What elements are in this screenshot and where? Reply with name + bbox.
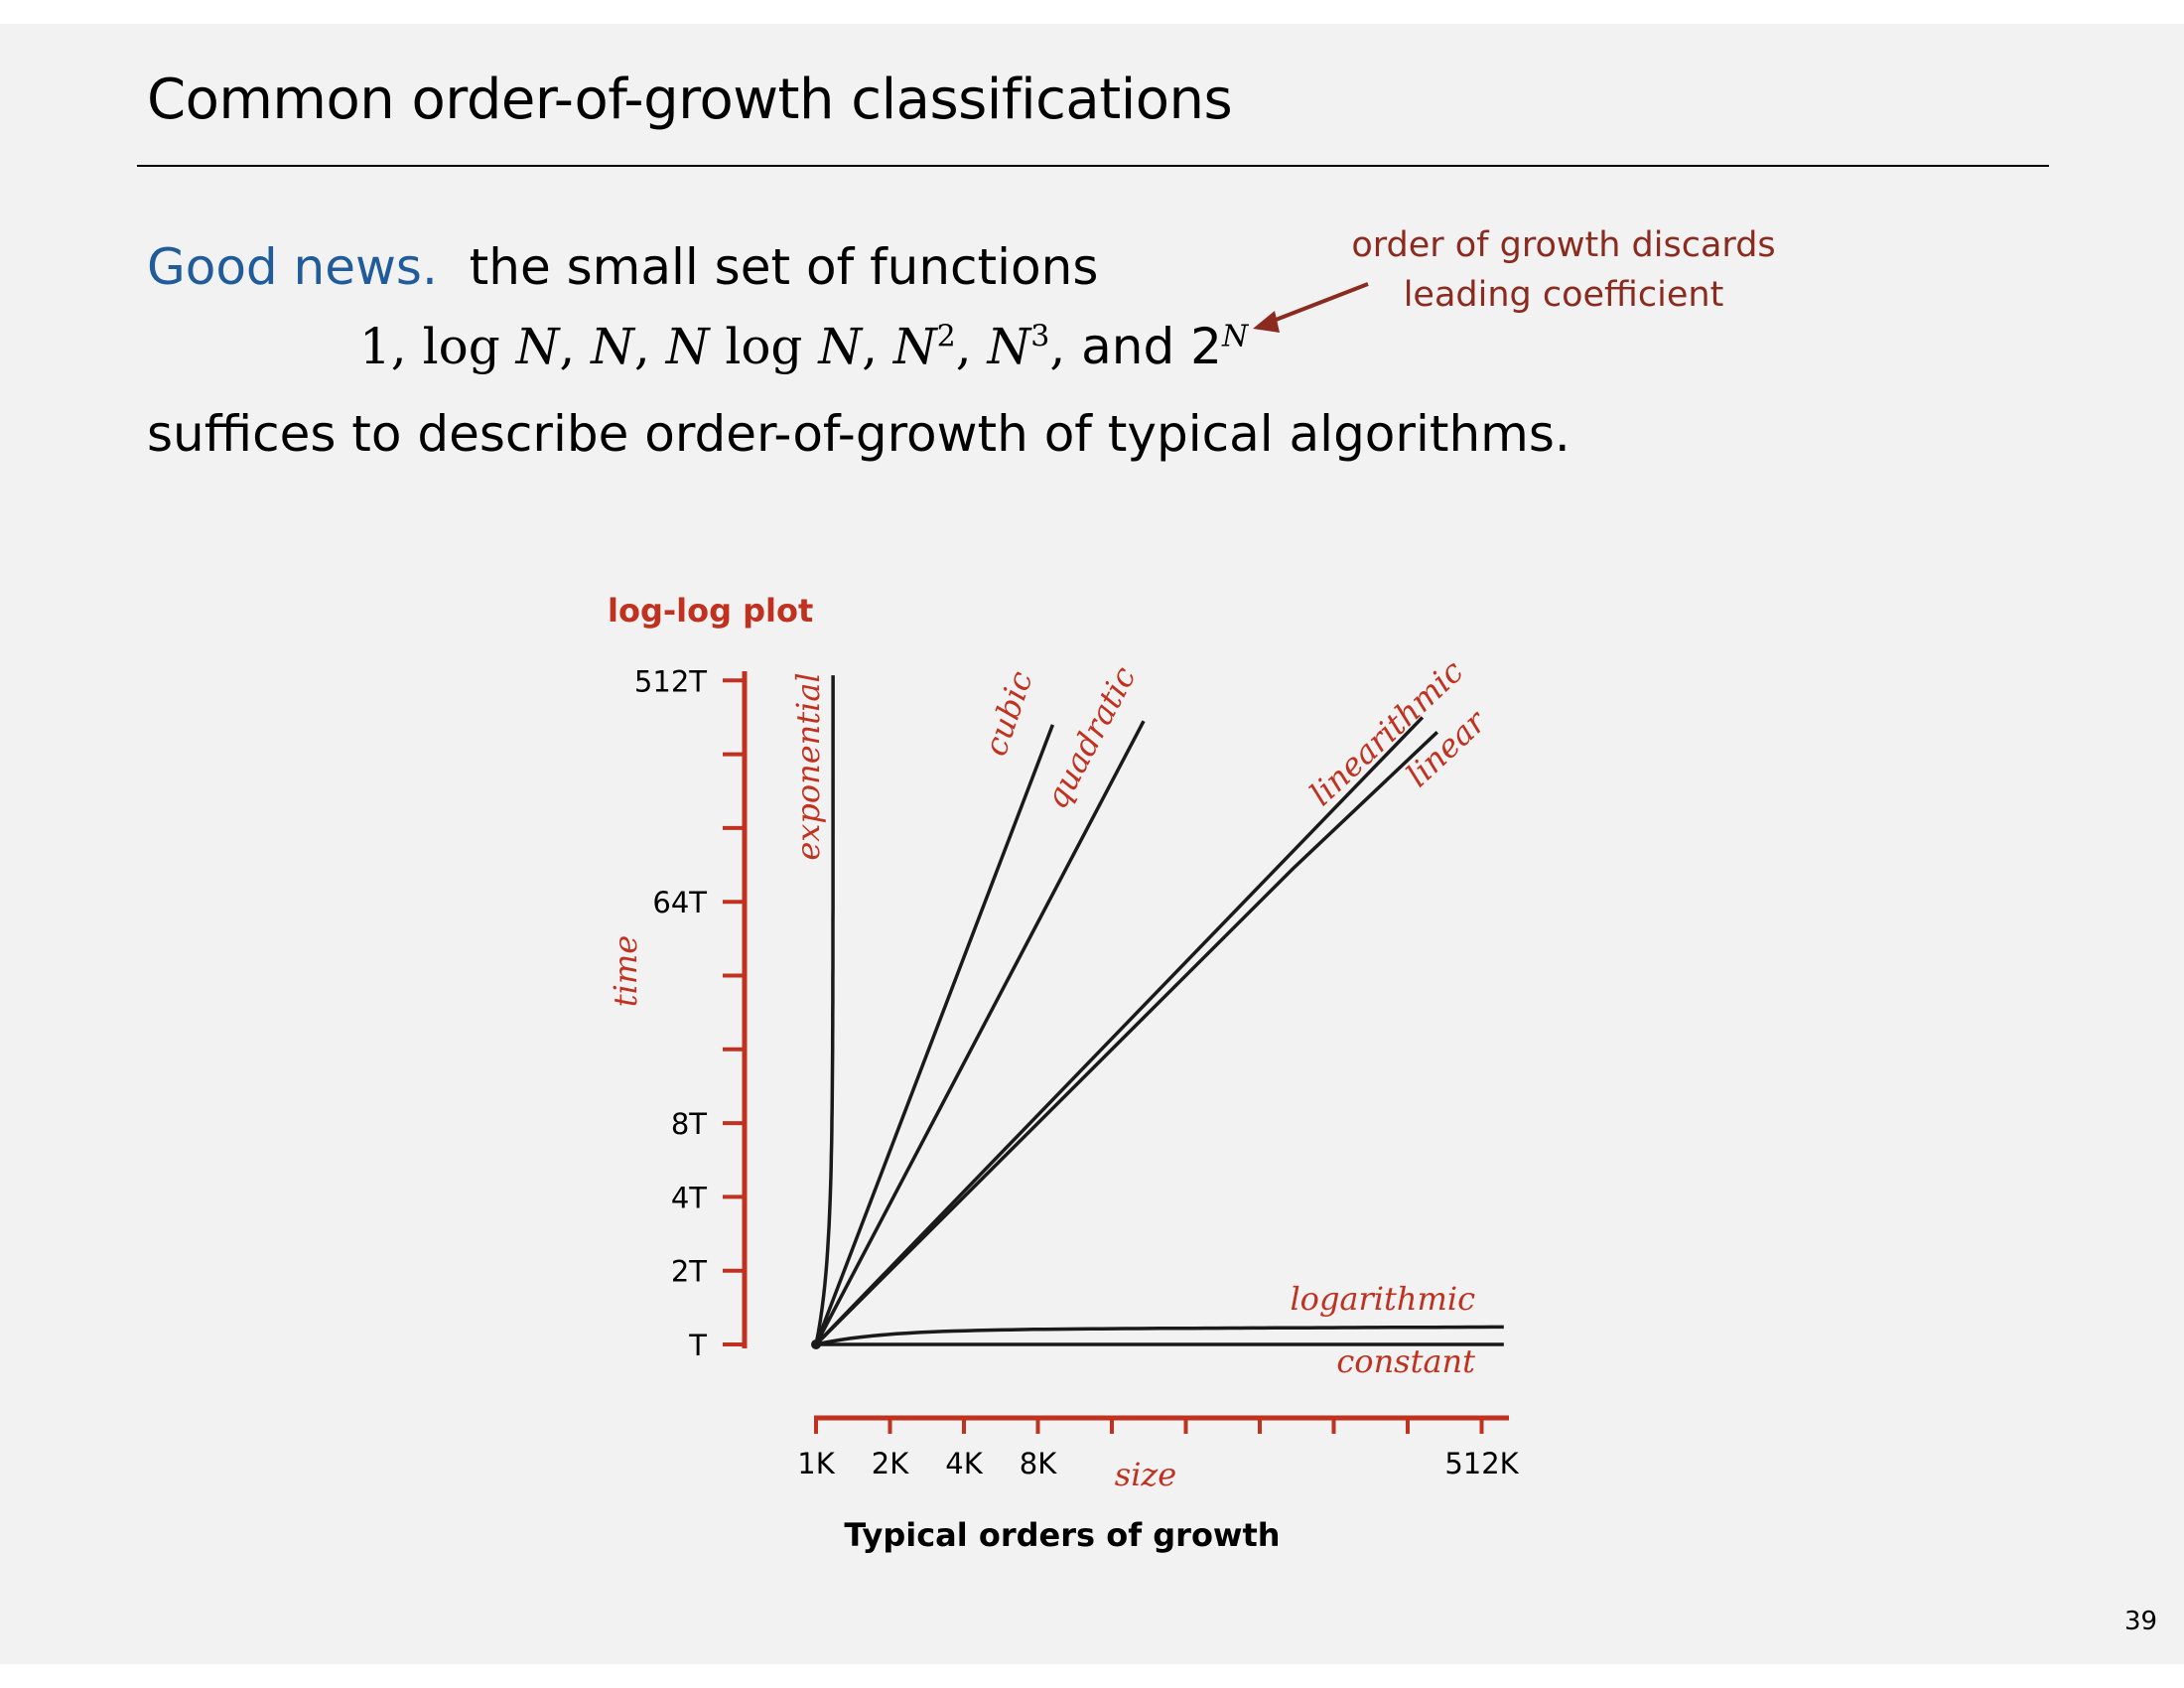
y-tick-label: 2T	[671, 1255, 707, 1289]
cubic-label: cubic	[976, 666, 1039, 761]
quadratic-label: quadratic	[1037, 660, 1144, 815]
arrow-shaft	[1270, 282, 1369, 324]
logarithmic-curve	[815, 1325, 1504, 1346]
linear-curve	[814, 731, 1439, 1346]
chart-caption: Typical orders of growth	[844, 1516, 1280, 1554]
good-news-text: the small set of functions	[469, 238, 1099, 296]
y-tick-label: 64T	[652, 886, 707, 919]
y-axis: T 2T 4T 8T 64T 512T	[634, 664, 748, 1362]
page-number: 39	[2124, 1607, 2158, 1636]
logarithmic-label: logarithmic	[1290, 1280, 1475, 1318]
x-tick-label: 512K	[1444, 1447, 1519, 1480]
x-tick-label: 4K	[945, 1447, 983, 1480]
note-line-1: order of growth discards	[1351, 225, 1776, 265]
functions-math: 1, log N, N, N log N, N2, N3,	[359, 318, 1066, 375]
functions-line: 1, log N, N, N log N, N2, N3, and 2N	[359, 318, 1248, 375]
constant-label: constant	[1336, 1342, 1475, 1380]
note-line-2: leading coefficient	[1403, 275, 1724, 315]
exponential-curve	[814, 675, 835, 1345]
y-tick-label: T	[688, 1329, 707, 1362]
y-axis-label: time	[607, 935, 644, 1007]
x-axis: 1K 2K 4K 8K 512K	[797, 1415, 1520, 1480]
x-tick-label: 8K	[1020, 1447, 1057, 1480]
x-tick-label: 2K	[872, 1447, 909, 1480]
x-axis-label: size	[1115, 1456, 1176, 1493]
quadratic-curve	[814, 720, 1146, 1345]
good-news-line: Good news. the small set of functions	[147, 238, 1098, 296]
x-tick-label: 1K	[797, 1447, 835, 1480]
suffices-line: suffices to describe order-of-growth of …	[147, 405, 1570, 463]
functions-and: and 2N	[1065, 318, 1249, 375]
y-tick-label: 4T	[671, 1181, 707, 1214]
slide-title: Common order-of-growth classifications	[147, 68, 1233, 132]
coefficient-note: order of growth discards leading coeffic…	[1315, 220, 1812, 320]
good-news-lead: Good news.	[147, 238, 438, 296]
slide	[0, 24, 2184, 1664]
y-tick-label: 8T	[671, 1107, 707, 1141]
y-tick-label: 512T	[634, 664, 707, 698]
origin-dot	[811, 1339, 821, 1349]
series-curves	[814, 675, 1504, 1346]
arrow-head	[1253, 311, 1280, 333]
cubic-curve	[814, 724, 1055, 1345]
linearithmic-curve	[814, 716, 1425, 1346]
note-arrow	[1253, 282, 1369, 333]
chart-title: log-log plot	[608, 592, 813, 630]
exponential-label: exponential	[789, 672, 827, 860]
title-divider	[137, 165, 2049, 167]
